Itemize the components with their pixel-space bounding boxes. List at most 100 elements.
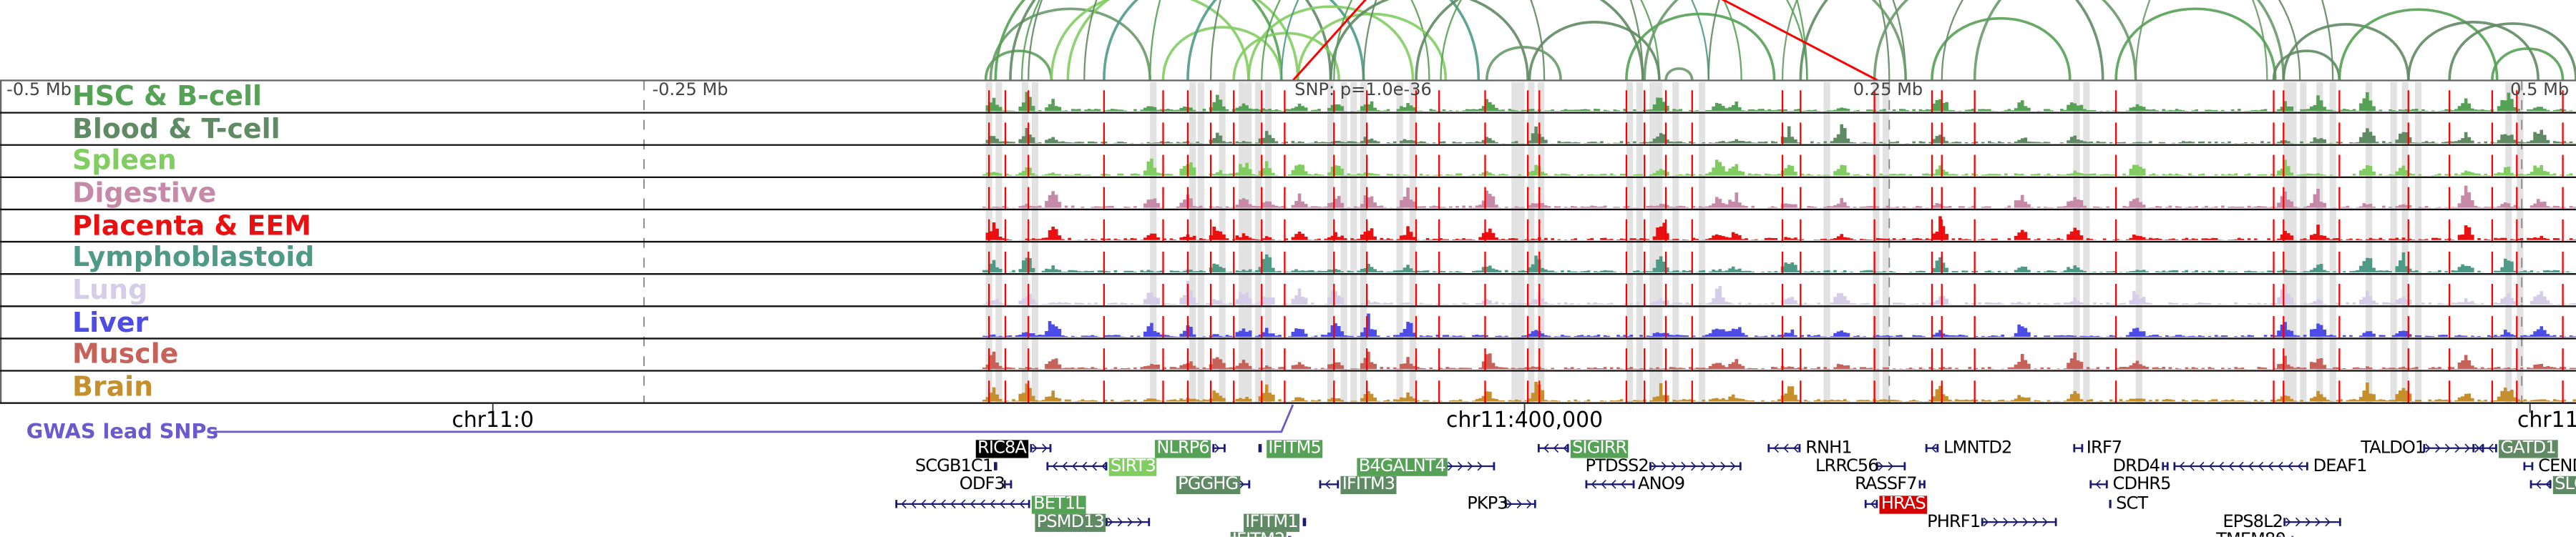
gene-model-glyph bbox=[895, 499, 1030, 509]
exon-icon bbox=[1981, 518, 1984, 526]
loop-arc bbox=[1941, 0, 2301, 81]
exon-icon bbox=[2166, 462, 2169, 471]
gene-label[interactable]: SCT bbox=[2116, 493, 2148, 513]
exon-icon bbox=[1223, 444, 1226, 453]
loop-arc bbox=[1329, 0, 1530, 81]
loop-arc bbox=[1643, 0, 1908, 81]
gene-label[interactable]: TALDO1 bbox=[2361, 437, 2426, 458]
strand-arrow-icon bbox=[1983, 517, 1989, 527]
gene-model-glyph bbox=[1981, 517, 2057, 527]
exon-icon bbox=[1259, 444, 1262, 453]
ruler-label-right: 0.5 Mb bbox=[2510, 80, 2570, 101]
gene-label[interactable]: DRD4 bbox=[2112, 455, 2160, 476]
exon-icon bbox=[1046, 462, 1049, 471]
gene-label[interactable]: RNH1 bbox=[1805, 437, 1853, 458]
loop-arc bbox=[2282, 23, 2410, 81]
strand-arrow-icon bbox=[911, 499, 917, 509]
gene-label[interactable]: PSMD13 bbox=[1035, 512, 1106, 531]
signal-bars bbox=[982, 351, 2576, 370]
gene-label[interactable]: PTDSS2 bbox=[1585, 455, 1649, 476]
axis-tick-label: chr11:0 bbox=[452, 408, 535, 434]
strand-arrow-icon bbox=[1601, 479, 1606, 489]
gene-model-glyph bbox=[1003, 480, 1013, 489]
loop-arc bbox=[1973, 0, 2285, 81]
gene-label[interactable]: SLC bbox=[2552, 475, 2576, 493]
gene-label[interactable]: ODF3 bbox=[959, 473, 1005, 493]
gene-label[interactable]: HRAS bbox=[1879, 494, 1928, 513]
gene-label[interactable]: SCGB1C1 bbox=[914, 455, 993, 476]
exon-icon bbox=[2423, 444, 2426, 453]
strand-arrow-icon bbox=[930, 499, 937, 509]
strand-arrow-icon bbox=[1773, 443, 1779, 453]
exon-icon bbox=[1903, 462, 1906, 471]
gene-label[interactable]: B4GALNT4 bbox=[1357, 456, 1448, 476]
exon-icon bbox=[2105, 480, 2108, 489]
strand-arrow-icon bbox=[2315, 517, 2321, 527]
gene-label[interactable]: PKP3 bbox=[1467, 493, 1508, 513]
gene-label[interactable]: BET1L bbox=[1031, 494, 1086, 513]
track-label: Digestive bbox=[72, 177, 217, 209]
signal-bars bbox=[982, 158, 2576, 176]
gene-label[interactable]: LMNTD2 bbox=[1943, 437, 2012, 458]
strand-arrow-icon bbox=[980, 499, 985, 509]
gene-label[interactable]: ANO9 bbox=[1638, 473, 1685, 493]
exon-icon bbox=[2531, 462, 2534, 471]
gene-label[interactable]: RIC8A bbox=[975, 438, 1028, 458]
gene-label[interactable]: PGGHG bbox=[1176, 475, 1240, 493]
strand-arrow-icon bbox=[2268, 461, 2273, 471]
strand-arrow-icon bbox=[920, 499, 927, 509]
exon-icon bbox=[1105, 462, 1108, 471]
strand-arrow-icon bbox=[2444, 443, 2451, 453]
exon-icon bbox=[1049, 444, 1052, 453]
gene-label[interactable]: SIGIRR bbox=[1570, 438, 1629, 458]
gene-label[interactable]: LRRC56 bbox=[1815, 455, 1879, 476]
exon-icon bbox=[1304, 518, 1307, 526]
gene-model-glyph bbox=[1106, 517, 1151, 527]
gene-label[interactable]: NLRP6 bbox=[1155, 438, 1211, 458]
gene-label[interactable]: EPS8L2 bbox=[2223, 511, 2283, 531]
gene-model-glyph bbox=[2529, 479, 2552, 489]
gene-label[interactable]: CEND1 bbox=[2538, 455, 2576, 476]
gene-label[interactable]: PHRF1 bbox=[1927, 511, 1981, 531]
loop-arc bbox=[1066, 0, 1299, 81]
gene-label[interactable]: IFITM2 bbox=[1230, 531, 1287, 537]
gene-model-glyph bbox=[1505, 499, 1536, 509]
gene-model-glyph bbox=[1030, 443, 1052, 453]
loop-arc bbox=[2448, 22, 2576, 81]
signal-track-0 bbox=[982, 92, 2576, 112]
exon-icon bbox=[1875, 500, 1878, 508]
signal-bars bbox=[982, 92, 2576, 112]
strand-arrow-icon bbox=[2189, 461, 2195, 471]
gene-label[interactable]: IRF7 bbox=[2086, 437, 2122, 458]
gene-label[interactable]: GATD1 bbox=[2499, 438, 2557, 458]
axis-tick-label: chr11:400,000 bbox=[1446, 408, 1604, 434]
strand-arrow-icon bbox=[940, 499, 946, 509]
strand-arrow-icon bbox=[2425, 443, 2431, 453]
gene-label[interactable]: IFITM1 bbox=[1243, 512, 1300, 531]
gene-label[interactable]: TMEM80 bbox=[2215, 531, 2287, 537]
gwas-lead-snps-label: GWAS lead SNPs bbox=[26, 418, 219, 443]
strand-arrow-icon bbox=[1448, 461, 1453, 471]
gene-label[interactable]: SIRT3 bbox=[1108, 456, 1158, 476]
gene-label[interactable]: CDHR5 bbox=[2112, 473, 2172, 493]
loop-arc bbox=[1799, 0, 2104, 81]
strand-arrow-icon bbox=[960, 499, 966, 509]
strand-arrow-icon bbox=[1062, 461, 1068, 471]
gene-label[interactable]: IFITM5 bbox=[1267, 438, 1323, 458]
strand-arrow-icon bbox=[970, 499, 976, 509]
strand-arrow-icon bbox=[2545, 479, 2551, 489]
strand-arrow-icon bbox=[2454, 443, 2461, 453]
gene-label[interactable]: RASSF7 bbox=[1855, 473, 1917, 493]
strand-arrow-icon bbox=[1681, 461, 1687, 471]
gene-model-glyph bbox=[1445, 461, 1496, 471]
exon-icon bbox=[2109, 500, 2112, 508]
gene-label[interactable]: IFITM3 bbox=[1340, 475, 1397, 493]
strand-arrow-icon bbox=[901, 499, 907, 509]
gene-label[interactable]: DEAF1 bbox=[2313, 455, 2368, 476]
loop-arc bbox=[1625, 12, 1776, 81]
strand-arrow-icon bbox=[1720, 461, 1726, 471]
strand-arrow-icon bbox=[1091, 461, 1098, 471]
strand-arrow-icon bbox=[990, 499, 995, 509]
gene-model-glyph bbox=[1649, 461, 1742, 471]
exon-icon bbox=[2054, 518, 2057, 526]
